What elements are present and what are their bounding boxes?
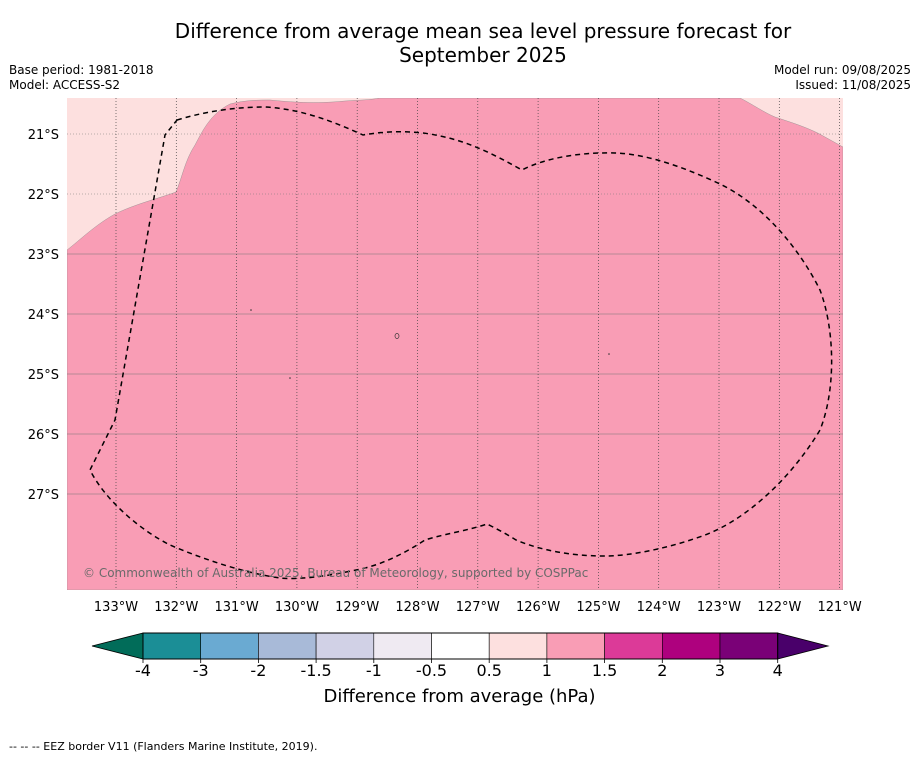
island-outline [394,333,400,339]
map-title: Difference from average mean sea level p… [0,19,919,67]
island-dot [289,377,291,379]
longitude-labels: 133°W 132°W 131°W 130°W 129°W 128°W 127°W 126°W… [94,600,862,615]
colorbar-tick-label: -1.5 [300,661,331,680]
island-dot [250,309,252,311]
lon-tick-label: 128°W [395,600,439,615]
colorbar-tick-label: 0.5 [476,661,501,680]
lon-tick-label: 121°W [818,600,862,615]
colorbar-tick-label: 1 [542,661,552,680]
lon-tick-label: 127°W [456,600,500,615]
model-name: Model: ACCESS-S2 [9,78,121,92]
colorbar-tick-label: -1 [366,661,382,680]
colorbar-tick-label: -4 [135,661,151,680]
colorbar-tick-label: 4 [773,661,783,680]
colorbar-under-arrow [91,632,144,660]
colorbar-label: Difference from average (hPa) [323,686,596,707]
lon-tick-label: 122°W [757,600,801,615]
lat-tick-label: 21°S [28,128,59,143]
lon-tick-label: 131°W [215,600,259,615]
lon-tick-label: 126°W [516,600,560,615]
lon-tick-label: 132°W [154,600,198,615]
gridlines [67,98,843,590]
colorbar-segment [258,632,317,660]
colorbar-segment [488,632,548,660]
islands [250,309,610,379]
island-dot [608,353,610,355]
colorbar-tick-label: -0.5 [416,661,447,680]
meta-left: Base period: 1981-2018 Model: ACCESS-S2 [9,63,154,93]
colorbar-segment [719,632,779,660]
title-line-1: Difference from average mean sea level p… [174,19,792,43]
lat-tick-label: 24°S [28,308,59,323]
lon-tick-label: 130°W [275,600,319,615]
colorbar-tick-label: -2 [250,661,266,680]
colorbar-segment [604,632,663,660]
lon-tick-label: 125°W [576,600,620,615]
colorbar-tick-label: -3 [193,661,209,680]
colorbar-frame [142,632,779,660]
colorbar-segment [431,632,490,660]
colorbar-segment [661,632,721,660]
lon-tick-label: 123°W [697,600,741,615]
lat-tick-label: 23°S [28,248,59,263]
pink-region [67,98,843,590]
meta-right: Model run: 09/08/2025 Issued: 11/08/2025 [774,63,911,93]
model-run: Model run: 09/08/2025 [773,63,911,77]
lon-tick-label: 124°W [637,600,681,615]
lat-tick-label: 22°S [28,188,59,203]
title-line-2: September 2025 [399,43,567,67]
lat-tick-label: 25°S [28,368,59,383]
map-area: © Commonwealth of Australia 2025, Bureau… [67,98,843,590]
base-period: Base period: 1981-2018 [9,63,154,77]
copyright-text: © Commonwealth of Australia 2025, Bureau… [83,566,588,580]
colorbar-segment [142,632,202,660]
eez-note: -- -- -- EEZ border V11 (Flanders Marine… [9,740,318,753]
lon-tick-label: 133°W [94,600,138,615]
colorbar-segment [200,632,259,660]
colorbar-segment [315,632,375,660]
colorbar-segment [373,632,432,660]
map-figure: © Commonwealth of Australia 2025, Bureau… [28,98,862,680]
colorbar: -4 -3 -2 -1.5 -1 -0.5 0.5 1 1.5 2 3 4 [91,632,830,680]
colorbar-tick-label: 2 [657,661,667,680]
lat-tick-label: 27°S [28,488,59,503]
colorbar-segment [546,632,605,660]
colorbar-tick-label: 3 [715,661,725,680]
lat-tick-label: 26°S [28,428,59,443]
colorbar-over-arrow [777,632,830,660]
lon-tick-label: 129°W [335,600,379,615]
latitude-labels: 21°S 22°S 23°S 24°S 25°S 26°S 27°S [28,128,59,503]
colorbar-tick-label: 1.5 [592,661,617,680]
issued-date: Issued: 11/08/2025 [795,78,911,92]
